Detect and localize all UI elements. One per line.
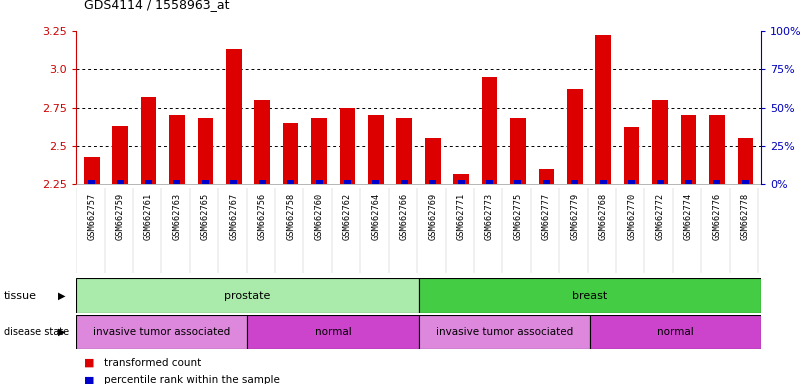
Text: GSM662761: GSM662761 <box>144 192 153 240</box>
Bar <box>117 180 123 184</box>
Bar <box>174 180 180 184</box>
Bar <box>418 278 761 313</box>
Text: GSM662770: GSM662770 <box>627 192 636 240</box>
Text: ▶: ▶ <box>58 291 66 301</box>
Text: GSM662774: GSM662774 <box>684 192 693 240</box>
Text: ▶: ▶ <box>58 327 66 337</box>
Text: GSM662766: GSM662766 <box>400 192 409 240</box>
Bar <box>316 180 323 184</box>
Text: tissue: tissue <box>4 291 37 301</box>
Bar <box>685 180 692 184</box>
Text: GSM662775: GSM662775 <box>513 192 522 240</box>
Bar <box>742 180 749 184</box>
Text: GSM662769: GSM662769 <box>429 192 437 240</box>
Text: percentile rank within the sample: percentile rank within the sample <box>104 375 280 384</box>
Bar <box>141 97 156 184</box>
Bar <box>255 100 270 184</box>
Text: breast: breast <box>572 291 607 301</box>
Bar <box>283 123 299 184</box>
Bar <box>543 180 550 184</box>
Bar <box>340 108 356 184</box>
Bar <box>590 315 761 349</box>
Text: ■: ■ <box>84 358 95 368</box>
Text: invasive tumor associated: invasive tumor associated <box>93 327 231 337</box>
Text: GSM662773: GSM662773 <box>485 192 494 240</box>
Text: GSM662778: GSM662778 <box>741 192 750 240</box>
Text: GDS4114 / 1558963_at: GDS4114 / 1558963_at <box>84 0 230 12</box>
Bar <box>202 180 209 184</box>
Text: normal: normal <box>315 327 352 337</box>
Text: GSM662777: GSM662777 <box>542 192 551 240</box>
Text: GSM662758: GSM662758 <box>286 192 295 240</box>
Bar <box>567 89 582 184</box>
Text: invasive tumor associated: invasive tumor associated <box>436 327 573 337</box>
Bar <box>400 180 408 184</box>
Bar <box>84 157 99 184</box>
Text: transformed count: transformed count <box>104 358 201 368</box>
Bar <box>312 118 327 184</box>
Bar <box>396 118 413 184</box>
Text: ■: ■ <box>84 375 95 384</box>
Bar <box>88 180 95 184</box>
Text: GSM662767: GSM662767 <box>229 192 239 240</box>
Text: GSM662762: GSM662762 <box>343 192 352 240</box>
Bar <box>226 49 242 184</box>
Text: GSM662772: GSM662772 <box>655 192 665 240</box>
Text: GSM662771: GSM662771 <box>457 192 465 240</box>
Text: normal: normal <box>657 327 694 337</box>
Bar <box>628 180 635 184</box>
Bar <box>709 115 725 184</box>
Text: GSM662779: GSM662779 <box>570 192 579 240</box>
Bar <box>453 174 469 184</box>
Text: GSM662757: GSM662757 <box>87 192 96 240</box>
Bar <box>714 180 720 184</box>
Text: GSM662760: GSM662760 <box>315 192 324 240</box>
Text: GSM662776: GSM662776 <box>712 192 722 240</box>
Bar <box>76 278 418 313</box>
Text: GSM662763: GSM662763 <box>172 192 182 240</box>
Bar <box>259 180 266 184</box>
Bar <box>425 138 441 184</box>
Bar <box>344 180 351 184</box>
Bar <box>112 126 128 184</box>
Bar <box>510 118 525 184</box>
Bar <box>652 100 668 184</box>
Text: prostate: prostate <box>224 291 271 301</box>
Bar <box>481 77 497 184</box>
Text: GSM662756: GSM662756 <box>258 192 267 240</box>
Bar <box>457 180 465 184</box>
Text: GSM662768: GSM662768 <box>598 192 608 240</box>
Bar <box>169 115 185 184</box>
Text: GSM662759: GSM662759 <box>115 192 125 240</box>
Bar <box>595 35 611 184</box>
Bar <box>429 180 437 184</box>
Bar <box>198 118 213 184</box>
Bar <box>231 180 237 184</box>
Text: GSM662764: GSM662764 <box>372 192 380 240</box>
Text: GSM662765: GSM662765 <box>201 192 210 240</box>
Bar <box>287 180 294 184</box>
Bar <box>681 115 696 184</box>
Bar <box>514 180 521 184</box>
Bar <box>738 138 753 184</box>
Bar <box>248 315 418 349</box>
Bar <box>624 127 639 184</box>
Text: disease state: disease state <box>4 327 69 337</box>
Bar <box>368 115 384 184</box>
Bar <box>600 180 606 184</box>
Bar <box>372 180 380 184</box>
Bar <box>571 180 578 184</box>
Bar <box>486 180 493 184</box>
Bar <box>538 169 554 184</box>
Bar <box>418 315 590 349</box>
Bar <box>145 180 152 184</box>
Bar <box>76 315 248 349</box>
Bar <box>657 180 663 184</box>
